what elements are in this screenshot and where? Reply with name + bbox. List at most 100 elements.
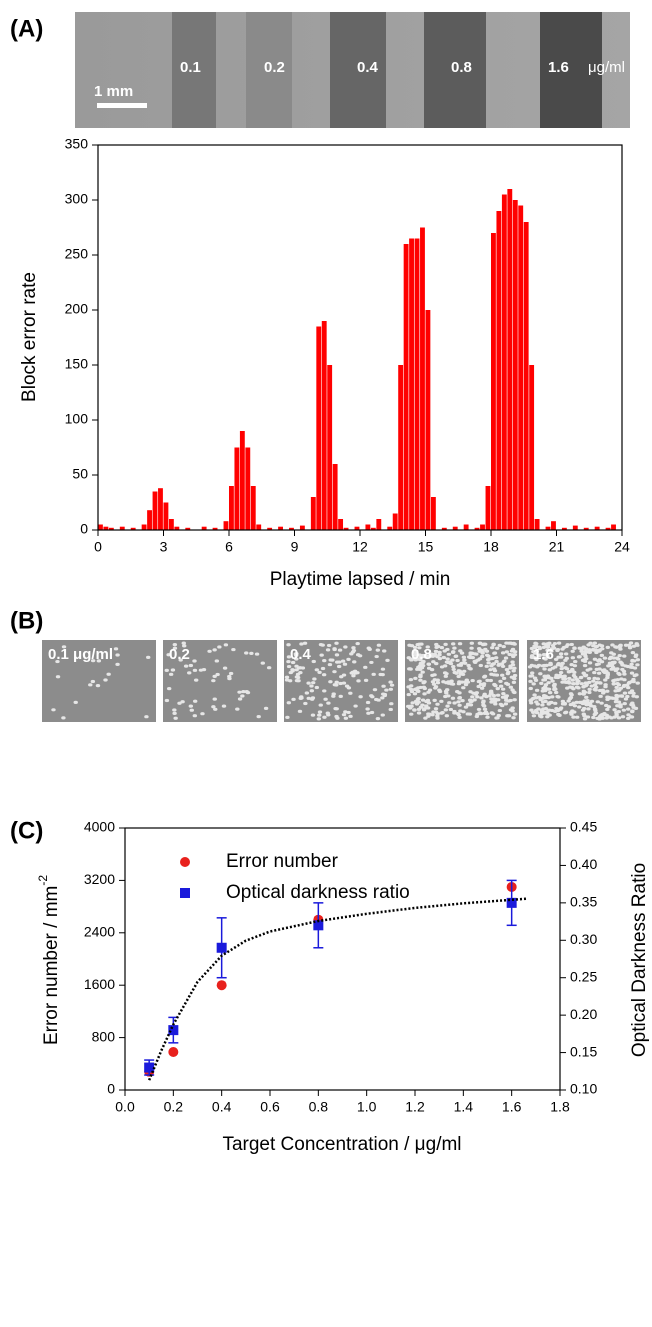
particle — [458, 649, 463, 653]
bar — [414, 238, 420, 530]
particle — [614, 693, 619, 698]
particle — [222, 666, 228, 670]
particle — [558, 652, 564, 656]
bar — [141, 524, 147, 530]
particle — [443, 642, 448, 646]
particle — [626, 686, 631, 690]
particle — [237, 697, 243, 701]
particle — [569, 685, 575, 690]
particle — [192, 714, 198, 718]
particle — [529, 646, 535, 651]
particle — [572, 704, 578, 708]
micrograph-label: 0.2 — [169, 646, 190, 663]
particle — [322, 689, 327, 693]
particle — [406, 685, 411, 689]
particle — [581, 712, 586, 716]
particle — [266, 666, 272, 670]
particle — [299, 642, 304, 646]
marker — [144, 1062, 155, 1073]
particle — [193, 678, 199, 682]
particle — [610, 665, 616, 670]
particle — [607, 661, 613, 665]
particle — [452, 646, 457, 650]
particle — [433, 649, 439, 653]
particle — [629, 671, 635, 675]
particle — [381, 684, 386, 688]
particle — [249, 651, 254, 655]
particle — [508, 666, 513, 670]
particle — [601, 691, 606, 695]
scale-label: 2 μm — [50, 721, 80, 736]
particle — [592, 670, 597, 675]
particle — [509, 675, 515, 679]
particle — [564, 656, 569, 660]
particle — [416, 711, 422, 715]
particle — [310, 696, 316, 700]
bar — [518, 205, 524, 530]
particle — [451, 642, 456, 646]
particle — [577, 705, 582, 709]
particle — [343, 716, 349, 720]
particle — [285, 715, 290, 719]
particle — [494, 646, 500, 650]
particle — [459, 680, 465, 684]
particle — [103, 678, 108, 682]
particle — [550, 643, 556, 648]
particle — [528, 686, 533, 691]
particle — [555, 647, 561, 652]
particle — [559, 675, 565, 679]
bar — [420, 227, 425, 530]
particle — [178, 658, 183, 662]
particle — [602, 656, 608, 660]
particle — [435, 702, 440, 706]
particle — [605, 645, 610, 649]
bar — [545, 526, 551, 530]
particle — [487, 694, 492, 698]
particle — [478, 712, 484, 716]
bar — [551, 521, 556, 530]
particle — [629, 679, 635, 684]
particle — [322, 715, 327, 719]
particle — [568, 692, 574, 696]
particle — [574, 715, 580, 719]
particle — [562, 680, 568, 684]
particle — [320, 643, 325, 647]
particle — [363, 665, 368, 669]
particle — [482, 692, 487, 696]
strip-unit: μg/ml — [588, 59, 625, 76]
particle — [286, 660, 291, 664]
particle — [504, 650, 510, 654]
particle — [431, 682, 437, 686]
particle — [371, 672, 376, 676]
particle — [389, 683, 395, 687]
particle — [164, 668, 169, 672]
particle — [546, 708, 551, 712]
particle — [444, 714, 450, 718]
particle — [372, 688, 378, 692]
particle — [164, 698, 170, 703]
particle — [388, 680, 393, 684]
particle — [567, 676, 572, 681]
particle — [284, 675, 290, 679]
particle — [406, 692, 411, 697]
particle — [425, 706, 431, 710]
particle — [603, 678, 608, 682]
particle — [338, 681, 343, 686]
particle — [55, 659, 60, 664]
bar — [103, 526, 109, 530]
particle — [584, 702, 589, 707]
particle — [432, 652, 438, 656]
particle — [440, 711, 445, 715]
particle — [486, 661, 491, 665]
particle — [189, 708, 194, 712]
bar — [452, 526, 458, 530]
bar — [289, 527, 294, 530]
particle — [341, 713, 347, 717]
x-tick-label: 1.0 — [357, 1099, 377, 1115]
particle — [473, 692, 479, 696]
particle — [443, 708, 449, 712]
particle — [314, 668, 320, 672]
particle — [591, 715, 596, 720]
particle — [173, 716, 178, 720]
particle — [483, 647, 488, 651]
